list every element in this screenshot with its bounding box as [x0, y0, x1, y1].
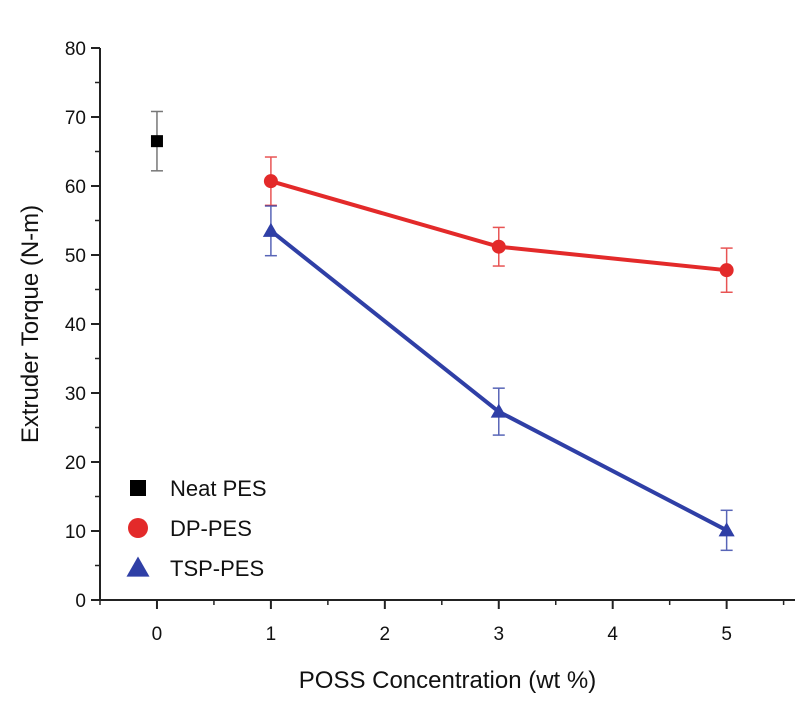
- data-point-neat-pes: [150, 135, 163, 148]
- legend-item-dp-pes: DP-PES: [128, 516, 252, 541]
- series-dp-pes: [263, 156, 734, 294]
- legend-label-tsp-pes: TSP-PES: [170, 556, 264, 581]
- series-layer: [150, 110, 735, 552]
- x-tick-label: 0: [152, 624, 163, 645]
- data-point-tsp-pes: [718, 522, 735, 537]
- data-point-dp-pes: [491, 239, 506, 254]
- legend-label-neat-pes: Neat PES: [170, 476, 267, 501]
- x-tick-label: 4: [607, 624, 618, 645]
- y-tick-label: 70: [65, 108, 86, 129]
- legend: Neat PES DP-PES TSP-PES: [126, 476, 267, 581]
- y-tick-label: 10: [65, 522, 86, 543]
- x-axis-title: POSS Concentration (wt %): [299, 667, 596, 694]
- legend-marker-tsp-pes: [126, 556, 150, 577]
- data-point-tsp-pes: [490, 403, 507, 418]
- data-point-dp-pes: [719, 263, 734, 278]
- y-tick-label: 30: [65, 384, 86, 405]
- axes: 0 10 20 30 40 50 60 70 80 0 1 2 3 4 5: [65, 39, 795, 645]
- data-point-dp-pes: [263, 174, 278, 189]
- x-tick-label: 5: [721, 624, 732, 645]
- y-axis-title: Extruder Torque (N-m): [17, 205, 44, 443]
- y-tick-label: 20: [65, 453, 86, 474]
- x-tick-label: 2: [380, 624, 391, 645]
- legend-item-tsp-pes: TSP-PES: [126, 556, 264, 581]
- series-line-tsp-pes: [269, 229, 728, 533]
- y-tick-label: 80: [65, 39, 86, 60]
- y-tick-label: 50: [65, 246, 86, 267]
- series-tsp-pes: [262, 205, 735, 552]
- data-point-tsp-pes: [262, 222, 279, 237]
- y-tick-label: 40: [65, 315, 86, 336]
- y-tick-label: 60: [65, 177, 86, 198]
- series-neat-pes: [150, 110, 163, 172]
- legend-marker-dp-pes: [128, 518, 148, 538]
- y-tick-label: 0: [75, 591, 86, 612]
- x-tick-label: 3: [493, 624, 504, 645]
- legend-label-dp-pes: DP-PES: [170, 516, 252, 541]
- legend-item-neat-pes: Neat PES: [130, 476, 267, 501]
- legend-marker-neat-pes: [130, 480, 146, 496]
- x-tick-label: 1: [266, 624, 277, 645]
